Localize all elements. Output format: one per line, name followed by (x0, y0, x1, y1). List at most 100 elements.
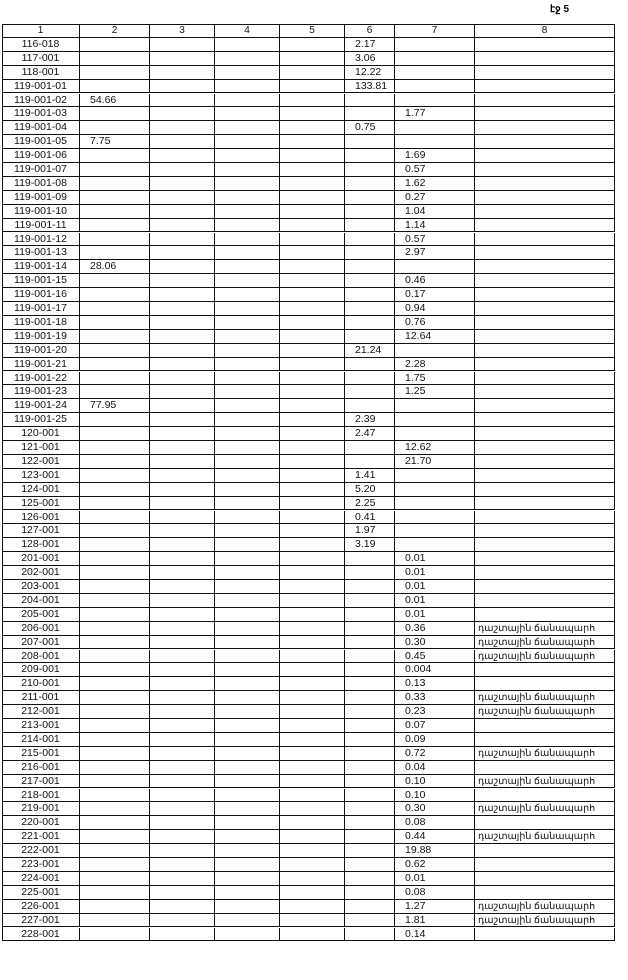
table-cell (280, 246, 345, 261)
table-cell (150, 705, 215, 719)
table-cell (345, 816, 395, 831)
table-cell (280, 65, 345, 80)
table-cell (215, 927, 280, 942)
table-cell (280, 830, 345, 845)
table-cell: 201-001 (2, 552, 80, 567)
table-cell (395, 510, 475, 525)
table-cell (80, 621, 150, 636)
table-cell (475, 149, 615, 163)
table-cell: 0.004 (395, 663, 475, 678)
table-cell (150, 635, 215, 650)
table-cell (280, 315, 345, 330)
table-cell (80, 719, 150, 733)
table-cell (215, 121, 280, 136)
table-cell (150, 788, 215, 803)
table-cell (215, 51, 280, 66)
table-cell (280, 524, 345, 539)
table-cell (395, 65, 475, 80)
table-cell (475, 413, 615, 428)
table-cell (80, 204, 150, 219)
table-cell (150, 816, 215, 831)
table-cell (345, 635, 395, 650)
table-cell (345, 260, 395, 275)
table-cell (80, 163, 150, 177)
table-cell (150, 37, 215, 52)
table-cell: 204-001 (2, 593, 80, 608)
table-cell (475, 732, 615, 747)
table-cell (215, 399, 280, 414)
table-cell (345, 135, 395, 150)
table-cell: 217-001 (2, 774, 80, 789)
table-cell: 118-001 (2, 65, 80, 80)
table-cell (395, 413, 475, 428)
table-cell: դաշտային ճանապարհ (475, 802, 615, 817)
table-cell: 119-001-23 (2, 385, 80, 400)
table-cell: դաշտային ճանապարհ (475, 691, 615, 706)
table-cell (280, 190, 345, 205)
table-cell (215, 510, 280, 525)
table-cell (215, 899, 280, 914)
table-cell (475, 482, 615, 497)
table-cell (280, 746, 345, 761)
table-cell (80, 65, 150, 80)
table-cell: 120-001 (2, 427, 80, 441)
table-cell (215, 760, 280, 775)
table-cell: 119-001-04 (2, 121, 80, 136)
table-cell: 0.08 (395, 816, 475, 831)
table-cell (80, 566, 150, 580)
table-cell (150, 649, 215, 664)
table-cell (475, 871, 615, 886)
table-cell (215, 135, 280, 150)
table-cell: 119-001-22 (2, 371, 80, 386)
table-cell: 207-001 (2, 635, 80, 650)
table-cell (215, 663, 280, 678)
table-cell (475, 510, 615, 525)
table-cell (150, 190, 215, 205)
table-cell: 220-001 (2, 816, 80, 831)
table-cell (280, 37, 345, 52)
table-cell (150, 260, 215, 275)
table-cell (215, 802, 280, 817)
table-cell (215, 580, 280, 594)
table-cell (150, 566, 215, 580)
table-cell (215, 538, 280, 553)
table-cell: 119-001-19 (2, 329, 80, 344)
table-cell (475, 190, 615, 205)
table-cell (280, 913, 345, 928)
table-cell (395, 496, 475, 511)
table-cell (80, 274, 150, 289)
table-cell (80, 51, 150, 66)
table-cell: 119-001-09 (2, 190, 80, 205)
table-cell: դաշտային ճանապարհ (475, 899, 615, 914)
table-cell (150, 774, 215, 789)
table-cell: 0.10 (395, 774, 475, 789)
table-cell: դաշտային ճանապարհ (475, 649, 615, 664)
table-cell: 3.19 (345, 538, 395, 553)
table-cell (215, 788, 280, 803)
table-cell (150, 760, 215, 775)
table-cell (215, 732, 280, 747)
table-cell: 0.57 (395, 232, 475, 247)
table-cell: 1.41 (345, 468, 395, 483)
table-cell (215, 343, 280, 358)
table-cell (345, 93, 395, 108)
table-cell: 0.72 (395, 746, 475, 761)
table-cell: 0.44 (395, 830, 475, 845)
table-cell (395, 135, 475, 150)
table-cell (345, 830, 395, 845)
table-cell (395, 482, 475, 497)
table-cell: 2.28 (395, 357, 475, 372)
table-cell (280, 691, 345, 706)
table (2, 24, 615, 942)
table-cell (345, 649, 395, 664)
table-cell (150, 677, 215, 692)
table-cell: դաշտային ճանապարհ (475, 746, 615, 761)
table-cell (215, 37, 280, 52)
table-cell: 3.06 (345, 51, 395, 66)
table-cell (345, 691, 395, 706)
table-cell: 21.24 (345, 343, 395, 358)
table-cell: 119-001-08 (2, 176, 80, 191)
table-cell (80, 79, 150, 94)
table-cell (150, 176, 215, 191)
